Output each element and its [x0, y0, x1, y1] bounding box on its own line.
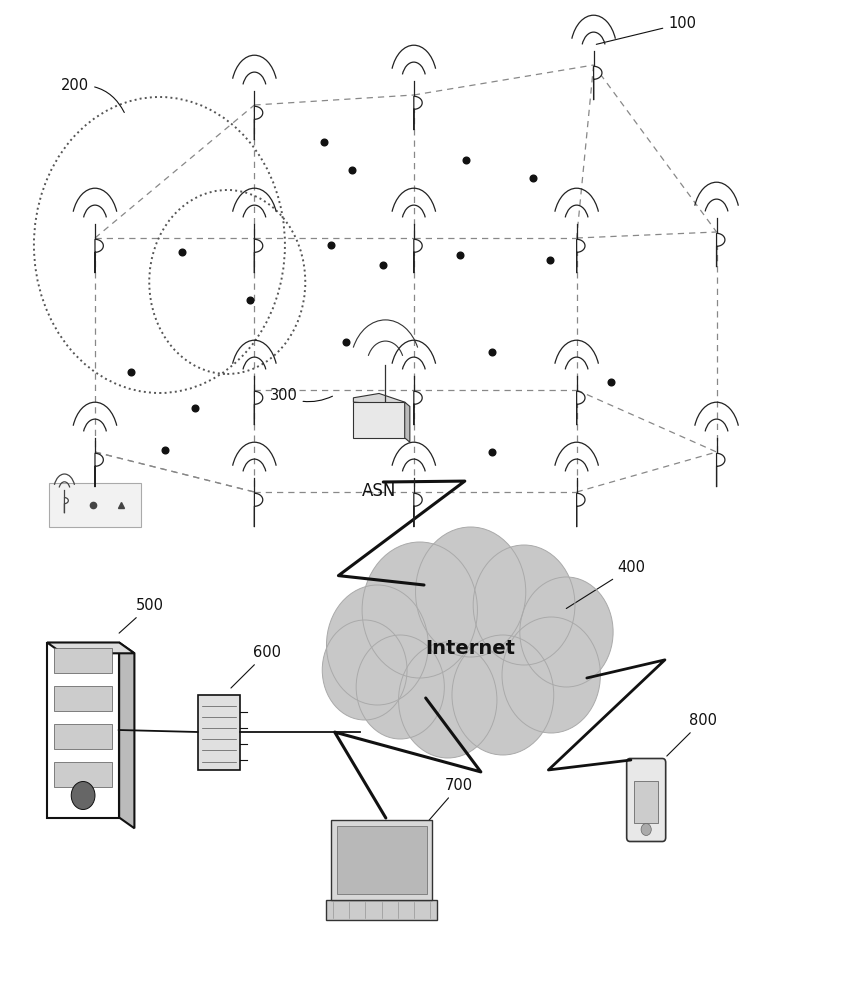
- FancyBboxPatch shape: [198, 694, 240, 770]
- Circle shape: [362, 542, 477, 678]
- Polygon shape: [414, 493, 422, 527]
- FancyBboxPatch shape: [47, 642, 119, 818]
- Polygon shape: [717, 233, 725, 267]
- Text: 400: 400: [566, 560, 645, 609]
- FancyBboxPatch shape: [627, 758, 666, 842]
- Text: 300: 300: [270, 388, 332, 403]
- Circle shape: [452, 635, 554, 755]
- Polygon shape: [577, 391, 585, 425]
- Circle shape: [356, 635, 444, 739]
- Circle shape: [326, 585, 428, 705]
- Circle shape: [399, 642, 497, 758]
- Polygon shape: [577, 239, 585, 273]
- Polygon shape: [717, 453, 725, 487]
- FancyBboxPatch shape: [54, 648, 112, 673]
- Polygon shape: [404, 402, 410, 442]
- Text: 800: 800: [667, 713, 717, 756]
- Text: Internet: Internet: [426, 639, 516, 658]
- Text: 100: 100: [596, 16, 696, 44]
- FancyBboxPatch shape: [337, 826, 427, 894]
- Circle shape: [416, 527, 526, 657]
- Polygon shape: [414, 96, 422, 130]
- Text: ASN: ASN: [362, 482, 396, 500]
- Circle shape: [71, 782, 95, 810]
- Circle shape: [520, 577, 613, 687]
- FancyBboxPatch shape: [634, 781, 658, 822]
- Circle shape: [641, 824, 651, 836]
- FancyBboxPatch shape: [326, 900, 437, 920]
- Circle shape: [473, 545, 575, 665]
- Polygon shape: [577, 493, 585, 527]
- Polygon shape: [254, 106, 263, 140]
- FancyBboxPatch shape: [49, 483, 141, 527]
- FancyBboxPatch shape: [54, 686, 112, 711]
- Polygon shape: [254, 239, 263, 273]
- FancyBboxPatch shape: [54, 762, 112, 787]
- Polygon shape: [414, 239, 422, 273]
- Polygon shape: [254, 493, 263, 527]
- Polygon shape: [64, 498, 69, 513]
- Text: 200: 200: [61, 78, 125, 112]
- Text: 700: 700: [424, 778, 473, 826]
- Polygon shape: [47, 642, 134, 653]
- FancyBboxPatch shape: [331, 820, 432, 900]
- Polygon shape: [254, 391, 263, 425]
- Polygon shape: [414, 391, 422, 425]
- Polygon shape: [594, 66, 602, 100]
- FancyBboxPatch shape: [54, 724, 112, 749]
- Polygon shape: [95, 453, 103, 487]
- Circle shape: [322, 620, 407, 720]
- Polygon shape: [95, 239, 103, 273]
- Polygon shape: [354, 393, 404, 407]
- Text: 600: 600: [231, 645, 281, 688]
- Circle shape: [502, 617, 600, 733]
- Text: 500: 500: [119, 598, 164, 633]
- Polygon shape: [354, 402, 404, 438]
- Polygon shape: [119, 642, 134, 828]
